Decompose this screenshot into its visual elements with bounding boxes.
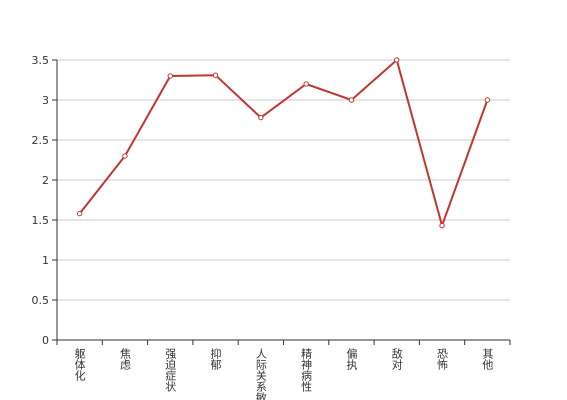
x-tick-label: 躯体化: [73, 348, 86, 382]
y-tick-label: 0.5: [32, 294, 50, 307]
x-tick-label: 精神病性: [300, 348, 313, 393]
y-tick-label: 1: [42, 254, 49, 267]
y-tick-label: 1.5: [32, 214, 50, 227]
point: [303, 81, 309, 87]
point: [394, 57, 400, 63]
point: [167, 73, 173, 79]
y-tick-label: 0: [42, 334, 49, 347]
y-tick-label: 2: [42, 174, 49, 187]
x-tick-label: 敌对: [390, 347, 403, 370]
point: [76, 210, 83, 217]
y-tick-label: 3: [42, 94, 49, 107]
point: [212, 72, 219, 78]
x-tick-label: 恐怖: [436, 348, 449, 370]
y-tick-label: 3.5: [32, 54, 50, 67]
x-tick-label: 焦虑: [118, 348, 131, 370]
line-series: [78, 58, 489, 229]
y-tick-label: 2.5: [32, 134, 50, 147]
x-tick-label: 强迫症状: [164, 348, 177, 392]
point: [484, 97, 491, 103]
x-tick-label: 人际关系敏感: [254, 348, 267, 400]
point: [348, 97, 355, 103]
point: [439, 222, 445, 229]
x-tick-label: 偏执: [345, 347, 358, 371]
point: [122, 153, 128, 159]
x-tick-label: 抑郁: [209, 347, 222, 370]
point: [258, 114, 264, 121]
x-tick-label: 其他: [481, 348, 494, 370]
